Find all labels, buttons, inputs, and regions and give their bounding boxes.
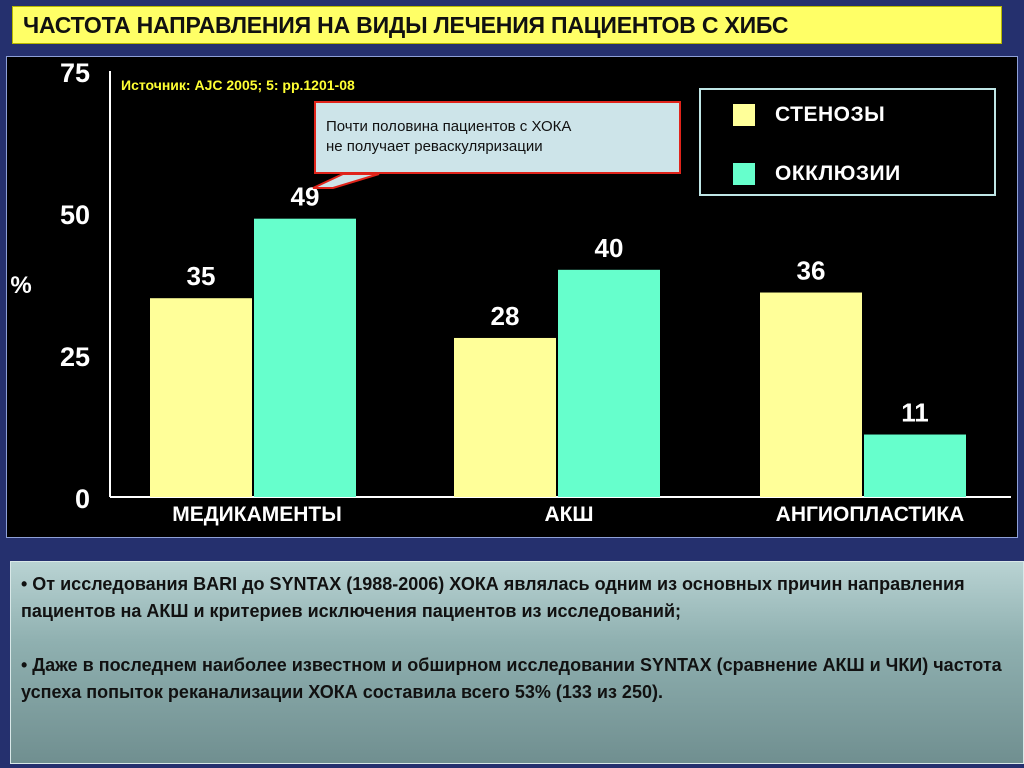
callout-pointer <box>312 173 380 189</box>
bullet-1: • От исследования BARI до SYNTAX (1988-2… <box>21 574 965 621</box>
callout-note: Почти половина пациентов с ХОКА не получ… <box>314 101 681 174</box>
bar-value-label: 28 <box>491 301 520 331</box>
category-label: АКШ <box>544 503 593 526</box>
y-tick-label: 50 <box>60 200 90 230</box>
bar-value-label: 11 <box>901 398 929 428</box>
bar-value-label: 35 <box>187 261 216 291</box>
legend-label-occlusion: ОККЛЮЗИИ <box>775 162 901 185</box>
legend-swatch-occlusion <box>733 163 755 185</box>
y-axis-label: % <box>10 272 31 299</box>
slide-title: ЧАСТОТА НАПРАВЛЕНИЯ НА ВИДЫ ЛЕЧЕНИЯ ПАЦИ… <box>23 11 789 38</box>
legend-label-stenosis: СТЕНОЗЫ <box>775 103 886 126</box>
y-tick-label: 0 <box>75 484 90 514</box>
bar <box>254 218 356 497</box>
y-tick-label: 75 <box>60 58 90 88</box>
bullet-2: • Даже в последнем наиболее известном и … <box>21 655 1002 702</box>
bar <box>150 298 252 497</box>
text-panel: • От исследования BARI до SYNTAX (1988-2… <box>10 561 1024 764</box>
legend-swatch-stenosis <box>733 104 755 126</box>
bar <box>760 292 862 497</box>
legend: СТЕНОЗЫ ОККЛЮЗИИ <box>699 88 996 196</box>
chart-frame: 0 25 50 75% 35 28 36 49 40 11 МЕДИКАМЕНТЫ АКШ АНГИОП… <box>6 56 1018 538</box>
bar-value-label: 40 <box>595 233 624 263</box>
bar-value-label: 36 <box>797 256 826 286</box>
callout-line-2: не получает реваскуляризации <box>326 138 543 155</box>
bar <box>558 269 660 497</box>
bar <box>454 337 556 497</box>
legend-item-occlusion: ОККЛЮЗИИ <box>733 162 901 186</box>
source-note: Источник: AJC 2005; 5: pp.1201-08 <box>121 77 355 93</box>
bar <box>864 434 966 497</box>
callout-line-1: Почти половина пациентов с ХОКА <box>326 118 572 135</box>
y-tick-label: 25 <box>60 342 90 372</box>
legend-item-stenosis: СТЕНОЗЫ <box>733 103 885 127</box>
category-label: МЕДИКАМЕНТЫ <box>172 503 342 526</box>
category-label: АНГИОПЛАСТИКА <box>776 503 965 526</box>
title-bar: ЧАСТОТА НАПРАВЛЕНИЯ НА ВИДЫ ЛЕЧЕНИЯ ПАЦИ… <box>12 6 1002 44</box>
